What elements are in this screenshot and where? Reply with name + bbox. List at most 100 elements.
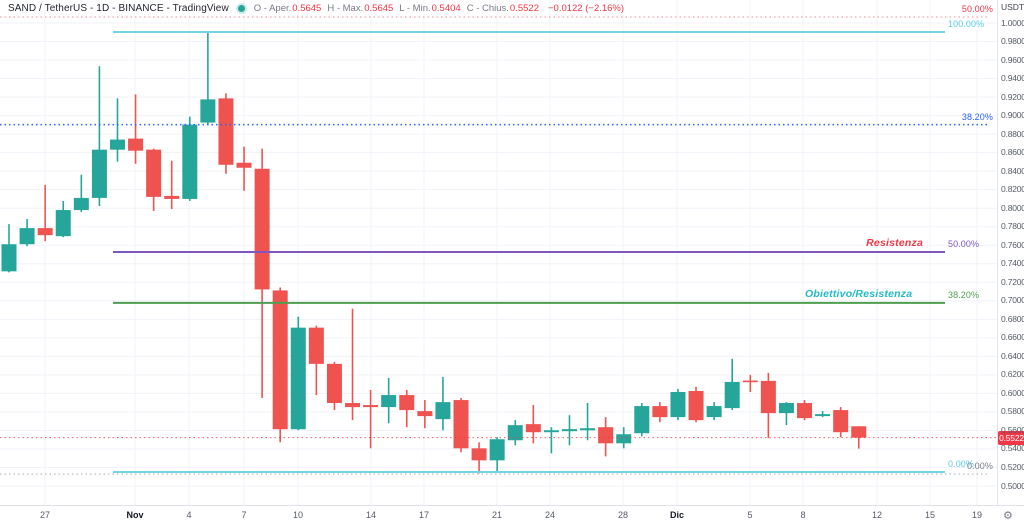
candle-body — [851, 426, 867, 438]
price-axis-label: 1.0000 — [1001, 17, 1024, 28]
candle-body — [200, 99, 216, 123]
price-axis-label: 0.7600 — [1001, 239, 1024, 250]
fib-label-38.20%[interactable]: 38.20% — [961, 111, 993, 122]
candle-body — [815, 414, 831, 417]
fib-label-0.00%[interactable]: 0.00% — [966, 461, 993, 472]
annotation-text[interactable]: Obiettivo/Resistenza — [805, 288, 913, 300]
time-axis-label: 21 — [491, 510, 503, 520]
annotation-text[interactable]: Resistenza — [866, 237, 923, 249]
ohlc-label: C - Chius. — [466, 3, 509, 14]
candle-body — [236, 162, 252, 168]
ohlc-label: O - Aper. — [253, 3, 292, 14]
candle-body — [742, 380, 758, 383]
candle-body — [561, 429, 577, 432]
candle-body — [218, 98, 234, 165]
ohlc-value: 0.5522 — [509, 3, 539, 14]
time-axis-label: 27 — [39, 510, 51, 520]
candle-body — [326, 363, 342, 404]
price-axis-label: 0.6600 — [1001, 332, 1024, 343]
candle-body — [580, 428, 596, 431]
candle-body — [797, 403, 813, 419]
candle-body — [724, 381, 740, 409]
price-axis-label: 0.8600 — [1001, 147, 1024, 158]
time-axis-label: 12 — [871, 510, 883, 520]
chart-legend: SAND / TetherUS - 1D - BINANCE - Trading… — [8, 2, 624, 15]
candle-body — [254, 168, 270, 290]
candle-body — [435, 402, 451, 420]
price-axis-label: 0.6800 — [1001, 313, 1024, 324]
candle-body — [308, 327, 324, 364]
candle-body — [19, 228, 35, 245]
price-axis-label: 0.8800 — [1001, 128, 1024, 139]
candle-body — [598, 427, 614, 444]
candle-body — [381, 395, 397, 408]
candlestick-plot-area[interactable] — [0, 0, 998, 505]
time-axis-label: 17 — [418, 510, 430, 520]
ohlc-label: H - Max. — [327, 3, 364, 14]
price-axis-label: 0.7000 — [1001, 295, 1024, 306]
currency-selector[interactable]: USDT ▾ — [1001, 2, 1024, 12]
ohlc-value: 0.5645 — [364, 3, 394, 14]
fib-label-50.00%[interactable]: 50.00% — [948, 238, 980, 249]
time-axis-label: Nov — [126, 510, 144, 520]
symbol-title[interactable]: SAND / TetherUS - 1D - BINANCE - Trading… — [8, 3, 229, 14]
time-axis[interactable]: ⚙ 27 Nov 4 7 10 14 17 21 24 28 Dic 5 8 12 15 19 — [0, 505, 1024, 525]
price-axis-label: 0.5000 — [1001, 480, 1024, 491]
candle-body — [453, 400, 469, 449]
ohlc-value: 0.5404 — [431, 3, 461, 14]
time-axis-label: 28 — [617, 510, 629, 520]
candle-body — [652, 406, 668, 418]
settings-gear-icon[interactable]: ⚙ — [1003, 510, 1013, 522]
price-axis-label: 0.9400 — [1001, 73, 1024, 84]
price-axis-label: 0.7200 — [1001, 276, 1024, 287]
price-axis-label: 0.7800 — [1001, 221, 1024, 232]
price-axis-label: 0.9200 — [1001, 91, 1024, 102]
candle-body — [525, 424, 541, 433]
fib-label-0.00%[interactable]: 0.00% — [948, 459, 975, 470]
candle-body — [471, 448, 487, 461]
candle-body — [688, 390, 704, 421]
price-axis-label: 0.8400 — [1001, 165, 1024, 176]
time-axis-label: 4 — [186, 510, 192, 520]
candle-body — [507, 425, 523, 441]
candle-body — [706, 406, 722, 418]
price-axis-label: 0.8200 — [1001, 184, 1024, 195]
candle-body — [146, 149, 162, 197]
time-axis-label: 19 — [971, 510, 983, 520]
price-axis-label: 0.5600 — [1001, 424, 1024, 435]
candle-body — [399, 395, 415, 411]
ohlc-value: 0.5645 — [292, 3, 322, 14]
candle-body — [182, 124, 198, 199]
candle-body — [778, 403, 794, 414]
price-axis-label: 0.6000 — [1001, 387, 1024, 398]
candle-body — [164, 195, 180, 199]
fib-label-50.00%[interactable]: 50.00% — [961, 3, 993, 14]
last-price-badge[interactable]: 0.5522 — [998, 430, 1024, 445]
price-axis-label: 0.6400 — [1001, 350, 1024, 361]
candle-body — [128, 138, 144, 151]
fib-label-38.20%[interactable]: 38.20% — [948, 289, 980, 300]
candle-body — [670, 392, 686, 418]
time-axis-label: 5 — [747, 510, 753, 520]
time-axis-label: Dic — [669, 510, 685, 520]
candle-body — [489, 439, 505, 461]
price-axis[interactable]: USDT ▾ 0.5522 1.0000 0.9800 0.9600 0.9400 0.… — [997, 0, 1024, 505]
price-axis-label: 0.9800 — [1001, 36, 1024, 47]
time-axis-label: 7 — [241, 510, 247, 520]
candle-body — [91, 149, 107, 198]
candle-body — [634, 406, 650, 434]
price-axis-label: 0.6200 — [1001, 369, 1024, 380]
price-axis-label: 0.8000 — [1001, 202, 1024, 213]
candle-body — [73, 197, 89, 211]
time-axis-label: 15 — [924, 510, 936, 520]
time-axis-label: 24 — [544, 510, 556, 520]
candle-body — [616, 434, 632, 444]
price-change: −0.0122 (−2.16%) — [547, 3, 625, 14]
candle-body — [417, 411, 433, 417]
time-axis-label: 14 — [365, 510, 377, 520]
fib-label-100.00%[interactable]: 100.00% — [948, 18, 985, 29]
candle-body — [760, 380, 776, 414]
time-axis-label: 10 — [292, 510, 304, 520]
price-axis-label: 0.5400 — [1001, 443, 1024, 454]
